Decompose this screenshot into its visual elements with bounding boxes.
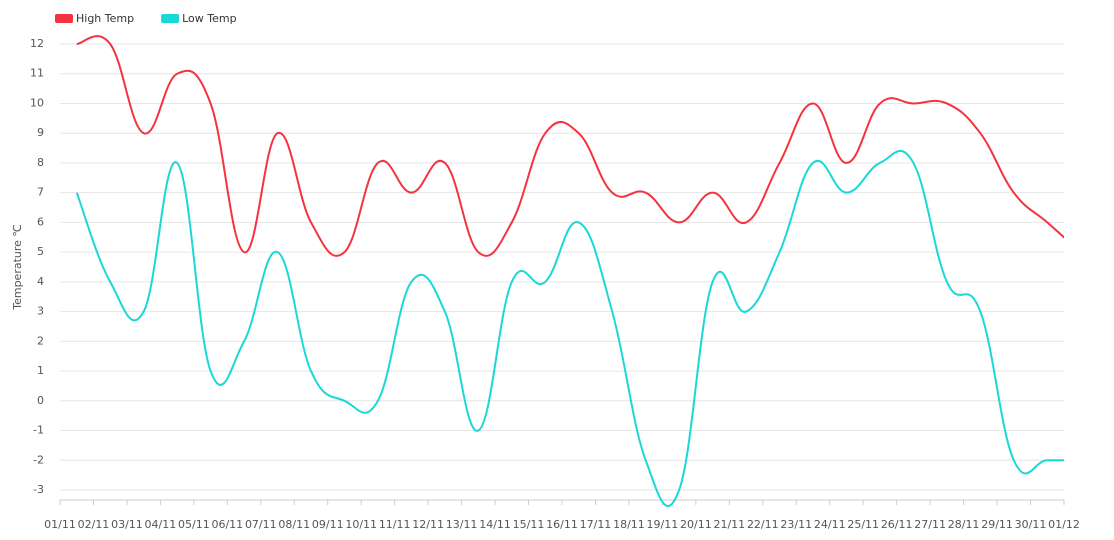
x-tick-label: 16/11	[546, 518, 578, 531]
x-tick-label: 01/12	[1048, 518, 1080, 531]
x-tick-label: 09/11	[312, 518, 344, 531]
x-tick-label: 14/11	[479, 518, 511, 531]
x-tick-label: 17/11	[580, 518, 612, 531]
x-tick-label: 30/11	[1015, 518, 1047, 531]
y-tick-label: 10	[30, 96, 44, 109]
legend-label: Low Temp	[182, 12, 236, 25]
x-tick-label: 03/11	[111, 518, 143, 531]
legend-swatch	[161, 14, 180, 23]
x-tick-label: 20/11	[680, 518, 712, 531]
line-series	[76, 35, 1064, 257]
y-tick-label: 6	[37, 215, 44, 228]
legend-swatch	[55, 14, 73, 23]
x-tick-label: 15/11	[513, 518, 545, 531]
x-tick-label: 12/11	[412, 518, 444, 531]
x-tick-label: 11/11	[379, 518, 411, 531]
x-tick-label: 06/11	[211, 518, 243, 531]
x-tick-label: 08/11	[278, 518, 310, 531]
y-tick-label: -3	[33, 483, 44, 496]
x-tick-label: 04/11	[145, 518, 177, 531]
x-tick-label: 18/11	[613, 518, 645, 531]
y-tick-label: -1	[33, 424, 44, 437]
y-tick-label: 8	[37, 156, 44, 169]
y-tick-label: 2	[37, 334, 44, 347]
x-tick-label: 26/11	[881, 518, 913, 531]
x-tick-label: 19/11	[647, 518, 679, 531]
x-tick-label: 05/11	[178, 518, 210, 531]
x-tick-label: 29/11	[981, 518, 1013, 531]
y-axis-label: Temperature ℃	[11, 224, 24, 311]
y-tick-label: 5	[37, 245, 44, 258]
y-tick-label: 0	[37, 394, 44, 407]
plot-area	[75, 35, 1064, 507]
y-tick-label: 9	[37, 126, 44, 139]
x-tick-label: 23/11	[780, 518, 812, 531]
y-tick-label: 4	[37, 275, 44, 288]
x-tick-label: 27/11	[914, 518, 946, 531]
x-tick-label: 02/11	[78, 518, 110, 531]
x-tick-label: 24/11	[814, 518, 846, 531]
x-tick-label: 10/11	[345, 518, 377, 531]
y-tick-label: 7	[37, 186, 44, 199]
x-tick-label: 22/11	[747, 518, 779, 531]
x-tick-label: 13/11	[446, 518, 478, 531]
y-tick-label: -2	[33, 453, 44, 466]
y-tick-label: 3	[37, 305, 44, 318]
x-tick-label: 28/11	[948, 518, 980, 531]
legend-label: High Temp	[76, 12, 134, 25]
y-tick-label: 1	[37, 364, 44, 377]
x-tick-label: 01/11	[44, 518, 76, 531]
y-tick-label: 12	[30, 37, 44, 50]
x-tick-label: 21/11	[713, 518, 745, 531]
x-tick-label: 07/11	[245, 518, 277, 531]
line-series	[75, 149, 1064, 507]
y-tick-label: 11	[30, 67, 44, 80]
x-tick-label: 25/11	[847, 518, 879, 531]
